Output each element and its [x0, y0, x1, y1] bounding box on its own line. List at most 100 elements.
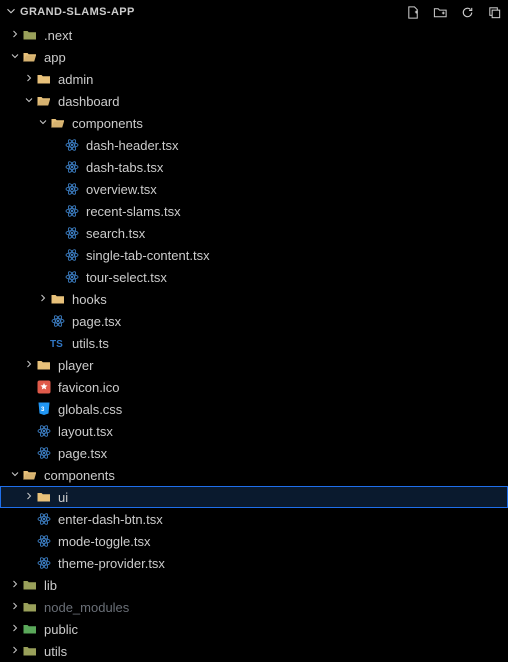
folder-label: components — [44, 468, 115, 483]
folder-label: node_modules — [44, 600, 129, 615]
chevron-down-icon[interactable] — [4, 4, 18, 21]
file-row[interactable]: dash-header.tsx — [0, 134, 508, 156]
chevron-right-icon[interactable] — [22, 490, 36, 505]
refresh-icon[interactable] — [460, 5, 475, 20]
folder-icon — [22, 49, 38, 65]
folder-row[interactable]: node_modules — [0, 596, 508, 618]
folder-row[interactable]: hooks — [0, 288, 508, 310]
chevron-down-icon[interactable] — [36, 116, 50, 131]
new-file-icon[interactable] — [406, 5, 421, 20]
file-label: single-tab-content.tsx — [86, 248, 210, 263]
folder-label: .next — [44, 28, 72, 43]
file-row[interactable]: tour-select.tsx — [0, 266, 508, 288]
chevron-right-icon[interactable] — [22, 358, 36, 373]
chevron-right-icon[interactable] — [8, 578, 22, 593]
folder-row[interactable]: .next — [0, 24, 508, 46]
folder-row[interactable]: dashboard — [0, 90, 508, 112]
file-row[interactable]: page.tsx — [0, 442, 508, 464]
explorer-header: GRAND-SLAMS-APP — [0, 0, 508, 24]
file-label: globals.css — [58, 402, 122, 417]
chevron-right-icon[interactable] — [8, 622, 22, 637]
folder-label: ui — [58, 490, 68, 505]
react-icon — [64, 247, 80, 263]
file-row[interactable]: overview.tsx — [0, 178, 508, 200]
chevron-right-icon[interactable] — [22, 72, 36, 87]
folder-label: public — [44, 622, 78, 637]
file-row[interactable]: dash-tabs.tsx — [0, 156, 508, 178]
favicon-icon — [36, 379, 52, 395]
file-explorer: GRAND-SLAMS-APP .next app admin dashboard co… — [0, 0, 508, 661]
project-title: GRAND-SLAMS-APP — [18, 6, 406, 18]
new-folder-icon[interactable] — [433, 5, 448, 20]
chevron-right-icon[interactable] — [36, 292, 50, 307]
chevron-down-icon[interactable] — [22, 94, 36, 109]
folder-label: lib — [44, 578, 57, 593]
chevron-right-icon[interactable] — [8, 644, 22, 659]
folder-icon — [22, 467, 38, 483]
file-row[interactable]: enter-dash-btn.tsx — [0, 508, 508, 530]
folder-row[interactable]: public — [0, 618, 508, 640]
file-row[interactable]: TSutils.ts — [0, 332, 508, 354]
file-label: page.tsx — [58, 446, 107, 461]
folder-row[interactable]: lib — [0, 574, 508, 596]
react-icon — [64, 137, 80, 153]
react-icon — [64, 181, 80, 197]
file-tree: .next app admin dashboard components dash-hea… — [0, 24, 508, 662]
chevron-right-icon[interactable] — [8, 28, 22, 43]
file-label: tour-select.tsx — [86, 270, 167, 285]
typescript-icon: TS — [50, 335, 66, 351]
folder-row[interactable]: app — [0, 46, 508, 68]
chevron-down-icon[interactable] — [8, 50, 22, 65]
folder-row[interactable]: utils — [0, 640, 508, 662]
svg-text:TS: TS — [50, 339, 63, 350]
react-icon — [36, 533, 52, 549]
chevron-right-icon[interactable] — [8, 600, 22, 615]
folder-icon — [50, 291, 66, 307]
folder-label: utils — [44, 644, 67, 659]
folder-icon — [36, 489, 52, 505]
chevron-down-icon[interactable] — [8, 468, 22, 483]
file-row[interactable]: mode-toggle.tsx — [0, 530, 508, 552]
folder-icon — [36, 71, 52, 87]
folder-label: app — [44, 50, 66, 65]
file-label: theme-provider.tsx — [58, 556, 165, 571]
react-icon — [64, 269, 80, 285]
react-icon — [36, 445, 52, 461]
folder-label: hooks — [72, 292, 107, 307]
file-row[interactable]: search.tsx — [0, 222, 508, 244]
folder-icon — [36, 93, 52, 109]
folder-label: player — [58, 358, 93, 373]
folder-row[interactable]: ui — [0, 486, 508, 508]
folder-row[interactable]: components — [0, 112, 508, 134]
react-icon — [64, 225, 80, 241]
folder-row[interactable]: components — [0, 464, 508, 486]
file-label: enter-dash-btn.tsx — [58, 512, 163, 527]
file-row[interactable]: 3 globals.css — [0, 398, 508, 420]
folder-row[interactable]: player — [0, 354, 508, 376]
react-icon — [50, 313, 66, 329]
file-label: page.tsx — [72, 314, 121, 329]
folder-icon — [22, 643, 38, 659]
folder-icon — [22, 577, 38, 593]
folder-icon — [22, 621, 38, 637]
file-row[interactable]: single-tab-content.tsx — [0, 244, 508, 266]
file-label: search.tsx — [86, 226, 145, 241]
file-row[interactable]: page.tsx — [0, 310, 508, 332]
file-label: recent-slams.tsx — [86, 204, 181, 219]
file-label: dash-header.tsx — [86, 138, 179, 153]
file-row[interactable]: favicon.ico — [0, 376, 508, 398]
file-label: favicon.ico — [58, 380, 119, 395]
react-icon — [36, 511, 52, 527]
css-icon: 3 — [36, 401, 52, 417]
folder-icon — [22, 599, 38, 615]
collapse-all-icon[interactable] — [487, 5, 502, 20]
folder-label: components — [72, 116, 143, 131]
file-row[interactable]: layout.tsx — [0, 420, 508, 442]
folder-label: dashboard — [58, 94, 119, 109]
react-icon — [36, 555, 52, 571]
file-label: layout.tsx — [58, 424, 113, 439]
file-row[interactable]: recent-slams.tsx — [0, 200, 508, 222]
folder-icon — [22, 27, 38, 43]
folder-row[interactable]: admin — [0, 68, 508, 90]
file-row[interactable]: theme-provider.tsx — [0, 552, 508, 574]
